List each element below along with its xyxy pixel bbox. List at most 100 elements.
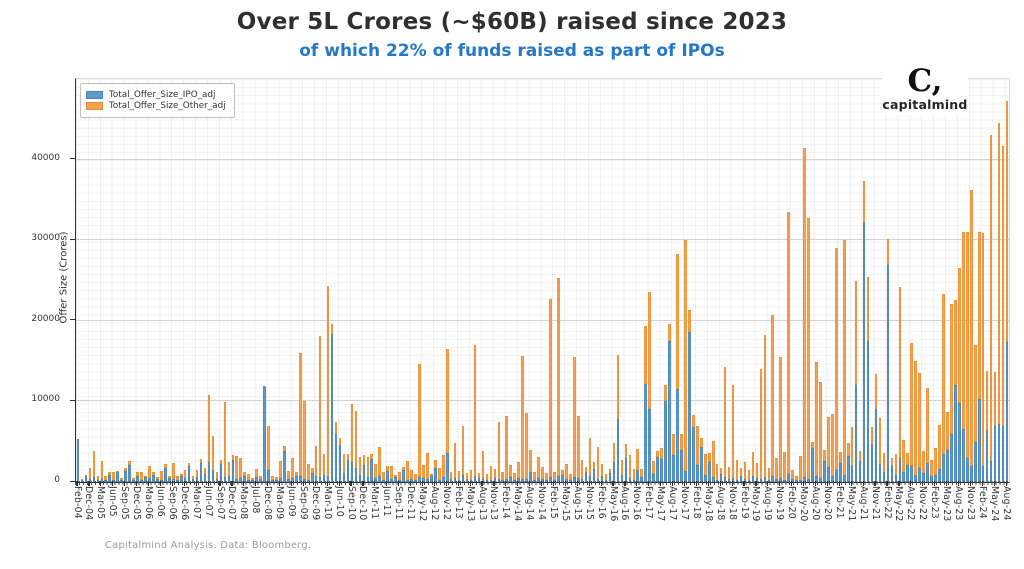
bar-other-segment bbox=[747, 469, 751, 480]
bar-ipo-segment bbox=[878, 464, 882, 482]
y-axis-title: Offer Size (Crores) bbox=[58, 231, 70, 324]
bar-ipo-segment bbox=[414, 479, 417, 482]
bar-ipo-segment bbox=[314, 476, 318, 482]
bar-other-segment bbox=[715, 464, 719, 480]
bar-ipo-segment bbox=[700, 447, 703, 482]
bar-other-segment bbox=[529, 449, 532, 473]
bar-other-segment bbox=[418, 364, 421, 478]
x-tick-mark bbox=[636, 481, 638, 486]
x-tick-mark bbox=[981, 481, 983, 486]
bar-other-segment bbox=[858, 451, 862, 462]
x-tick-label: Feb-20 bbox=[786, 486, 798, 519]
x-tick-label: Nov-14 bbox=[536, 486, 548, 521]
bar-ipo-segment bbox=[688, 332, 691, 482]
bar-ipo-segment bbox=[76, 439, 80, 482]
bar-other-segment bbox=[501, 472, 505, 480]
x-tick-mark bbox=[803, 481, 805, 486]
bar-ipo-segment bbox=[529, 472, 532, 482]
x-tick-mark bbox=[969, 481, 971, 486]
bar-ipo-segment bbox=[211, 469, 215, 482]
bar-ipo-segment bbox=[656, 457, 659, 482]
x-tick-mark bbox=[362, 481, 364, 486]
bar-ipo-segment bbox=[537, 477, 540, 482]
bar-other-segment bbox=[469, 469, 473, 480]
x-tick-mark bbox=[695, 481, 698, 486]
bar-other-segment bbox=[457, 470, 461, 480]
bar-ipo-segment bbox=[557, 476, 560, 482]
bar-other-segment bbox=[279, 461, 282, 478]
x-tick-mark bbox=[624, 481, 626, 486]
bar-other-segment bbox=[481, 451, 485, 479]
bar-other-segment bbox=[962, 232, 965, 429]
bar-other-segment bbox=[831, 413, 834, 477]
x-tick-mark bbox=[552, 481, 555, 486]
bar-ipo-segment bbox=[493, 477, 497, 482]
bar-ipo-segment bbox=[243, 475, 247, 482]
bar-ipo-segment bbox=[890, 465, 894, 482]
bar-other-segment bbox=[648, 291, 651, 409]
bar-ipo-segment bbox=[168, 477, 171, 482]
bar-other-segment bbox=[497, 422, 501, 479]
bar-other-segment bbox=[707, 453, 711, 462]
bar-ipo-segment bbox=[834, 469, 838, 482]
x-tick-label: Feb-13 bbox=[452, 486, 464, 519]
bar-other-segment bbox=[465, 473, 469, 479]
x-tick-label: May-19 bbox=[750, 486, 762, 522]
x-tick-label: Dec-06 bbox=[178, 486, 190, 521]
bar-ipo-segment bbox=[854, 385, 858, 482]
bar-ipo-segment bbox=[731, 477, 735, 482]
bar-ipo-segment bbox=[164, 467, 167, 482]
bar-other-segment bbox=[414, 473, 417, 480]
bar-other-segment bbox=[993, 372, 997, 426]
bar-other-segment bbox=[120, 477, 123, 481]
bar-ipo-segment bbox=[410, 478, 413, 482]
bar-ipo-segment bbox=[104, 479, 108, 482]
x-tick-mark bbox=[255, 481, 257, 486]
y-tick-mark bbox=[70, 158, 75, 160]
bar-other-segment bbox=[541, 466, 544, 479]
bar-other-segment bbox=[775, 457, 779, 479]
bar-ipo-segment bbox=[803, 477, 806, 482]
x-tick-label: Aug-20 bbox=[810, 486, 822, 521]
bar-other-segment bbox=[838, 452, 842, 463]
bar-ipo-segment bbox=[195, 477, 199, 482]
y-tick-label: 30000 bbox=[31, 233, 60, 244]
bar-ipo-segment bbox=[152, 474, 155, 482]
x-tick-label: Nov-22 bbox=[917, 486, 929, 521]
bar-other-segment bbox=[247, 473, 250, 480]
bar-other-segment bbox=[211, 436, 215, 470]
bar-other-segment bbox=[386, 465, 389, 471]
bar-ipo-segment bbox=[616, 419, 620, 482]
bar-other-segment bbox=[473, 344, 477, 477]
bar-ipo-segment bbox=[148, 477, 151, 482]
bar-other-segment bbox=[271, 475, 274, 480]
bar-other-segment bbox=[866, 277, 870, 341]
x-tick-label: May-12 bbox=[416, 486, 428, 522]
bar-other-segment bbox=[795, 475, 798, 481]
bar-ipo-segment bbox=[866, 340, 870, 482]
chart-subtitle: of which 22% of funds raised as part of … bbox=[299, 41, 725, 61]
bar-ipo-segment bbox=[938, 469, 941, 482]
x-tick-label: Jun-07 bbox=[202, 486, 214, 517]
bar-ipo-segment bbox=[92, 477, 96, 482]
bar-ipo-segment bbox=[346, 460, 350, 482]
bar-ipo-segment bbox=[989, 461, 993, 482]
bar-ipo-segment bbox=[608, 473, 612, 482]
bar-ipo-segment bbox=[735, 479, 739, 482]
x-tick-label: Feb-15 bbox=[548, 486, 559, 519]
x-tick-mark bbox=[338, 481, 340, 486]
x-tick-label: Feb-18 bbox=[690, 486, 702, 519]
bar-ipo-segment bbox=[259, 478, 262, 482]
bar-ipo-segment bbox=[771, 476, 775, 482]
bar-ipo-segment bbox=[819, 477, 822, 482]
bar-ipo-segment bbox=[267, 469, 270, 482]
bar-ipo-segment bbox=[799, 479, 802, 482]
bar-ipo-segment bbox=[946, 449, 949, 482]
bar-other-segment bbox=[819, 382, 822, 478]
bar-ipo-segment bbox=[962, 428, 965, 482]
bar-ipo-segment bbox=[132, 479, 135, 482]
x-tick-label: May-16 bbox=[607, 486, 619, 522]
x-tick-mark bbox=[993, 481, 995, 486]
bar-other-segment bbox=[203, 468, 207, 474]
x-tick-label: Jun-11 bbox=[381, 486, 393, 517]
